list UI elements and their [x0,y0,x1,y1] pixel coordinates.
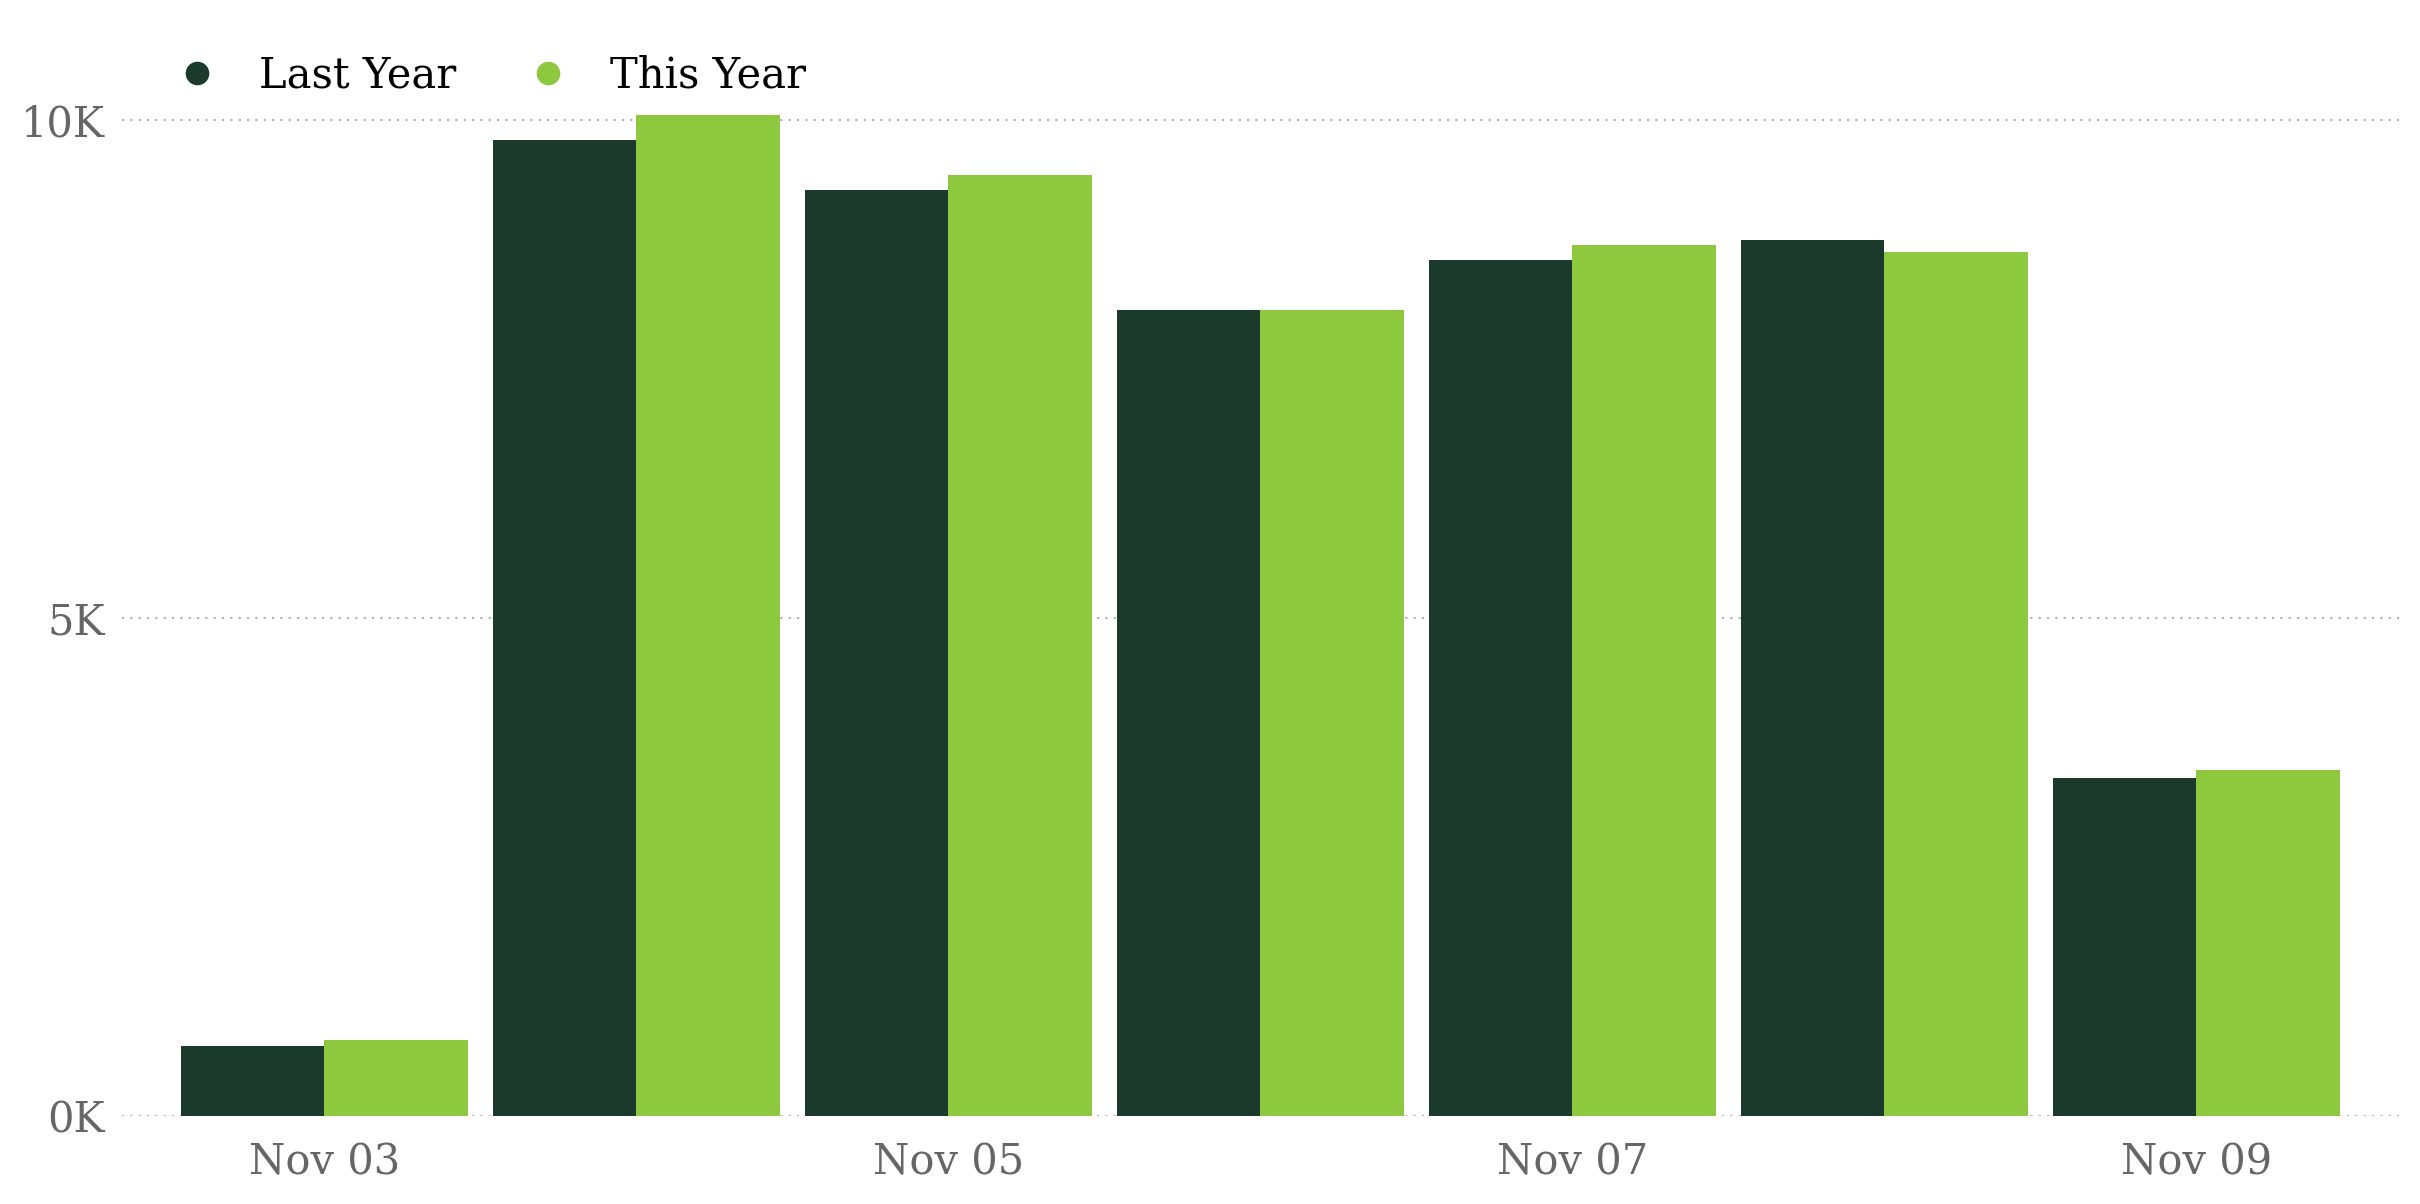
Bar [2052,778,2197,1116]
Bar [2197,769,2340,1116]
Bar [1573,244,1716,1116]
Bar [324,1040,467,1116]
Bar [1428,260,1573,1116]
Bar [806,190,949,1116]
Bar [182,1046,324,1116]
Bar [949,175,1091,1116]
Bar [1740,240,1885,1116]
Bar [1885,252,2028,1116]
Bar [1261,309,1404,1116]
Bar [636,116,779,1116]
Legend: Last Year, This Year: Last Year, This Year [143,42,818,108]
Bar [494,141,636,1116]
Bar [1116,309,1261,1116]
